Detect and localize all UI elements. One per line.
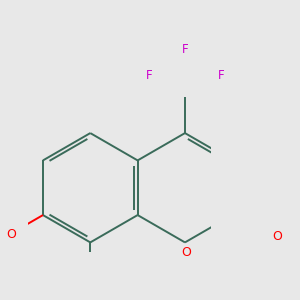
- Text: O: O: [181, 246, 190, 260]
- Text: F: F: [218, 69, 224, 82]
- Text: O: O: [6, 228, 16, 241]
- Text: F: F: [182, 43, 188, 56]
- Text: F: F: [146, 69, 152, 82]
- Text: O: O: [272, 230, 282, 243]
